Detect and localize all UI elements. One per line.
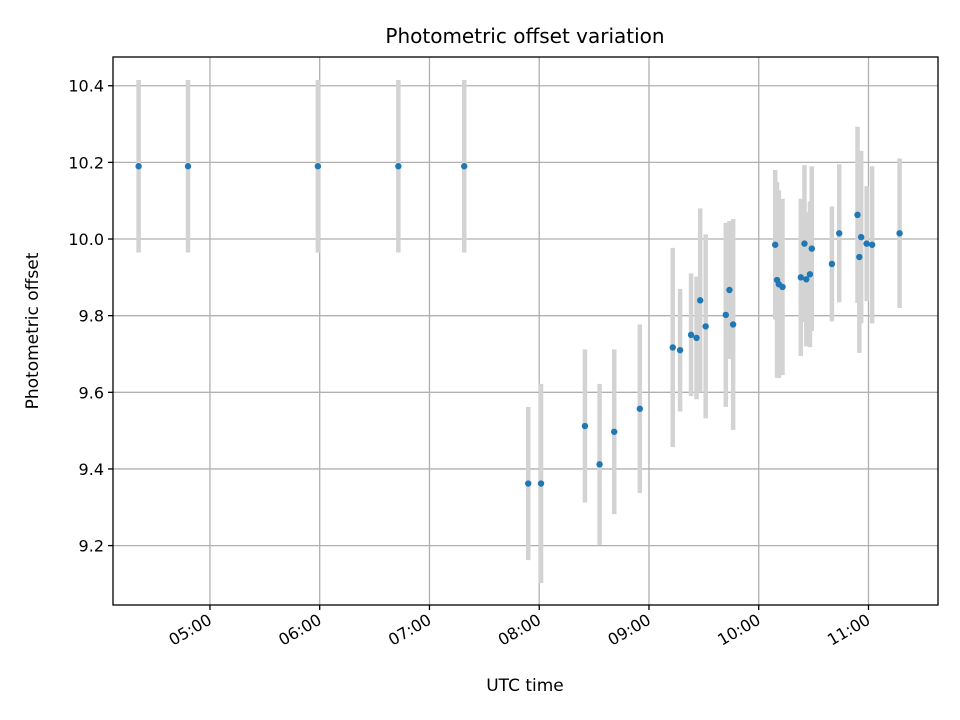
data-point	[135, 163, 142, 170]
data-point	[696, 297, 704, 304]
data-point	[801, 240, 808, 247]
data-point	[669, 344, 676, 351]
chart-title: Photometric offset variation	[385, 24, 664, 48]
data-point	[395, 163, 402, 170]
data-point	[836, 230, 843, 237]
data-point	[525, 480, 532, 487]
grid	[113, 57, 938, 605]
data-point	[676, 346, 684, 354]
data-point	[808, 245, 815, 252]
y-axis-label: Photometric offset	[23, 252, 43, 409]
y-tick-label: 9.8	[79, 307, 104, 326]
data-point	[726, 286, 733, 294]
data-points	[135, 163, 903, 487]
y-tick-label: 10.0	[68, 230, 104, 249]
data-point	[857, 233, 865, 241]
data-point	[702, 323, 709, 330]
x-axis-label: UTC time	[486, 676, 564, 696]
data-point	[896, 230, 903, 237]
data-point	[854, 211, 861, 219]
data-point	[729, 321, 737, 328]
data-point	[636, 405, 644, 412]
data-point	[779, 283, 786, 291]
data-point	[722, 311, 730, 319]
data-point	[314, 163, 322, 170]
data-point	[863, 240, 870, 247]
data-point	[687, 331, 695, 339]
data-point	[581, 422, 589, 430]
data-point	[771, 241, 779, 248]
data-point	[693, 334, 700, 342]
y-axis-ticks: 9.2 9.4 9.6 9.8 10.0 10.2 10.4	[68, 77, 113, 556]
data-point	[797, 274, 805, 281]
data-point	[184, 163, 192, 170]
y-tick-label: 10.4	[68, 77, 104, 96]
data-point	[868, 241, 876, 248]
data-point	[596, 461, 603, 468]
y-tick-label: 10.2	[68, 153, 104, 172]
y-tick-label: 9.4	[79, 460, 104, 479]
data-point	[611, 428, 618, 435]
y-tick-label: 9.6	[79, 383, 104, 402]
data-point	[856, 253, 863, 261]
data-point	[806, 271, 814, 278]
data-point	[537, 480, 545, 487]
data-point	[828, 260, 836, 268]
data-point	[803, 276, 810, 283]
plot-frame	[112, 56, 939, 606]
data-point	[461, 163, 468, 170]
y-tick-label: 9.2	[79, 537, 104, 556]
